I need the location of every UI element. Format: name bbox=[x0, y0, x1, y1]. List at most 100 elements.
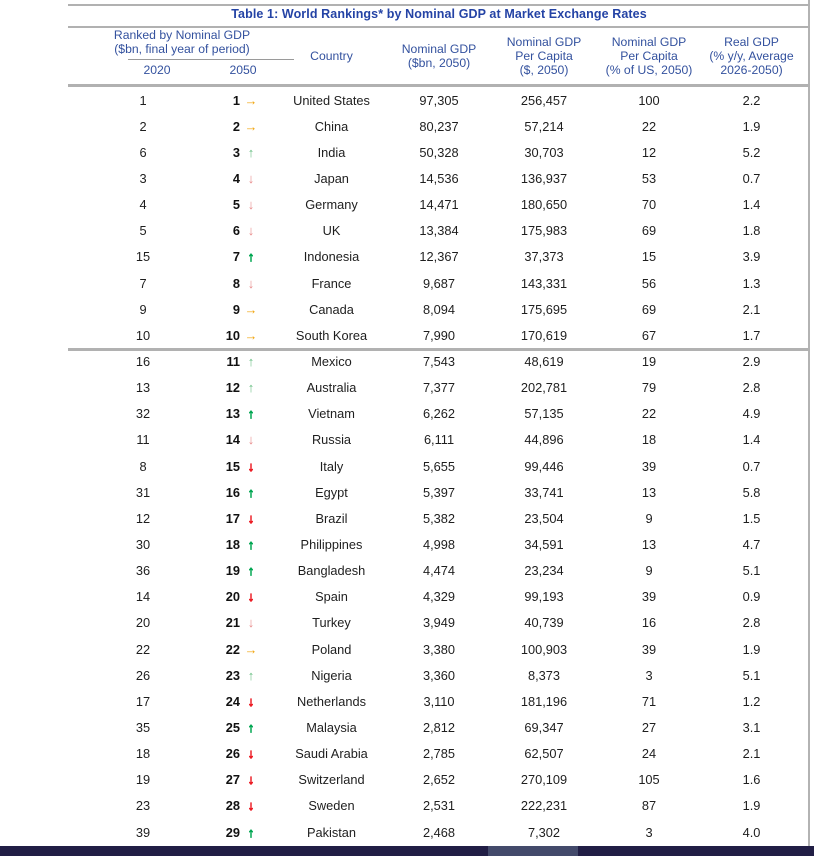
nominal-gdp-cell: 7,543 bbox=[422, 353, 456, 369]
rank-2020-cell: 39 bbox=[135, 824, 151, 840]
country-cell: Sweden bbox=[308, 798, 355, 814]
gdp-per-capita-cell: 37,373 bbox=[524, 249, 564, 265]
nominal-gdp-cell: 9,687 bbox=[422, 275, 456, 291]
country-cell: Italy bbox=[319, 458, 344, 474]
rank-2050-cell: 13 ↑ bbox=[218, 406, 268, 421]
rank-2050-value: 8 bbox=[232, 275, 240, 291]
real-gdp-cell: 1.4 bbox=[742, 197, 761, 213]
rank-2050-value: 20 bbox=[225, 589, 240, 605]
rank-2050-cell: 4 ↓ bbox=[218, 171, 268, 186]
rank-2020-cell: 8 bbox=[139, 458, 147, 474]
nominal-gdp-cell: 12,367 bbox=[419, 249, 459, 265]
table-row: 4 5 ↓ Germany 14,471 180,650 70 1.4 bbox=[68, 192, 810, 218]
table-row: 20 21 ↓ Turkey 3,949 40,739 16 2.8 bbox=[68, 610, 810, 636]
real-gdp-cell: 4.0 bbox=[742, 824, 761, 840]
gdp-per-capita-cell: 7,302 bbox=[527, 824, 561, 840]
real-gdp-cell: 5.1 bbox=[742, 563, 761, 579]
real-gdp-cell: 2.8 bbox=[742, 380, 761, 396]
rank-2050-cell: 12 ↑ bbox=[218, 380, 268, 395]
table-row: 31 16 ↑ Egypt 5,397 33,741 13 5.8 bbox=[68, 479, 810, 505]
real-gdp-cell: 2.9 bbox=[742, 353, 761, 369]
country-cell: Australia bbox=[306, 380, 357, 396]
window-bottom-bar bbox=[0, 846, 814, 856]
gdp-per-capita-cell: 136,937 bbox=[520, 170, 568, 186]
pct-of-us-cell: 9 bbox=[645, 563, 653, 579]
rank-2050-value: 23 bbox=[225, 667, 240, 683]
real-gdp-cell: 2.1 bbox=[742, 301, 761, 317]
table-row: 22 22 → Poland 3,380 100,903 39 1.9 bbox=[68, 636, 810, 662]
rank-2050-value: 22 bbox=[225, 641, 240, 657]
table-row: 19 27 ↓ Switzerland 2,652 270,109 105 1.6 bbox=[68, 767, 810, 793]
real-gdp-cell: 1.4 bbox=[742, 432, 761, 448]
table-row: 23 28 ↓ Sweden 2,531 222,231 87 1.9 bbox=[68, 793, 810, 819]
rank-2050-value: 5 bbox=[232, 197, 240, 213]
table-row: 7 8 ↓ France 9,687 143,331 56 1.3 bbox=[68, 270, 810, 296]
header-bottom-rule bbox=[68, 84, 810, 87]
rank-2050-cell: 23 ↑ bbox=[218, 668, 268, 683]
country-cell: Germany bbox=[305, 197, 358, 213]
country-cell: Indonesia bbox=[303, 249, 360, 265]
real-gdp-cell: 3.1 bbox=[742, 719, 761, 735]
rank-2020-cell: 13 bbox=[135, 380, 151, 396]
rank-2020-cell: 17 bbox=[135, 693, 151, 709]
rank-2020-cell: 14 bbox=[135, 589, 151, 605]
nominal-gdp-cell: 8,094 bbox=[422, 301, 456, 317]
real-gdp-cell: 2.8 bbox=[742, 615, 761, 631]
horizontal-scrollbar-thumb[interactable] bbox=[488, 846, 578, 856]
table-row: 32 13 ↑ Vietnam 6,262 57,135 22 4.9 bbox=[68, 401, 810, 427]
rank-2050-cell: 14 ↓ bbox=[218, 432, 268, 447]
nominal-gdp-cell: 14,471 bbox=[419, 197, 459, 213]
up-arrow-icon: ↑ bbox=[247, 667, 255, 683]
country-cell: Canada bbox=[309, 301, 354, 317]
pct-of-us-cell: 53 bbox=[641, 170, 657, 186]
pct-of-us-cell: 100 bbox=[638, 92, 660, 108]
gdp-per-capita-cell: 69,347 bbox=[524, 719, 564, 735]
right-arrow-icon: → bbox=[244, 327, 258, 343]
gdp-per-capita-cell: 57,135 bbox=[524, 406, 564, 422]
pct-of-us-cell: 18 bbox=[641, 432, 657, 448]
pct-of-us-cell: 12 bbox=[641, 144, 657, 160]
table-top-rule bbox=[68, 4, 810, 6]
rank-2050-value: 21 bbox=[225, 615, 240, 631]
pct-of-us-cell: 39 bbox=[641, 589, 657, 605]
country-cell: Egypt bbox=[315, 484, 348, 500]
down-arrow-icon: ↓ bbox=[247, 746, 255, 762]
up-arrow-icon: ↑ bbox=[247, 484, 255, 500]
real-gdp-cell: 1.5 bbox=[742, 510, 761, 526]
table-row: 11 14 ↓ Russia 6,111 44,896 18 1.4 bbox=[68, 427, 810, 453]
pct-of-us-cell: 15 bbox=[641, 249, 657, 265]
rank-2050-cell: 24 ↓ bbox=[218, 694, 268, 709]
rank-2020-cell: 23 bbox=[135, 798, 151, 814]
rank-2020-cell: 35 bbox=[135, 719, 151, 735]
nominal-gdp-cell: 6,111 bbox=[423, 432, 455, 448]
rank-2020-cell: 16 bbox=[135, 353, 151, 369]
real-gdp-cell: 1.7 bbox=[742, 327, 761, 343]
pct-of-us-cell: 67 bbox=[641, 327, 657, 343]
up-arrow-icon: ↑ bbox=[247, 144, 255, 160]
gdp-per-capita-cell: 34,591 bbox=[524, 536, 564, 552]
country-cell: Japan bbox=[314, 170, 349, 186]
rank-2050-value: 16 bbox=[225, 484, 240, 500]
nominal-gdp-cell: 14,536 bbox=[419, 170, 459, 186]
rank-2050-cell: 26 ↓ bbox=[218, 746, 268, 761]
country-cell: India bbox=[317, 144, 346, 160]
rank-2050-value: 7 bbox=[232, 249, 240, 265]
pct-of-us-cell: 69 bbox=[641, 301, 657, 317]
rank-2020-cell: 32 bbox=[135, 406, 151, 422]
nominal-gdp-cell: 5,397 bbox=[422, 484, 456, 500]
rank-2050-value: 3 bbox=[232, 144, 240, 160]
table-row: 18 26 ↓ Saudi Arabia 2,785 62,507 24 2.1 bbox=[68, 741, 810, 767]
gdp-per-capita-cell: 180,650 bbox=[520, 197, 568, 213]
pct-of-us-cell: 79 bbox=[641, 380, 657, 396]
down-arrow-icon: ↓ bbox=[247, 432, 255, 448]
down-arrow-icon: ↓ bbox=[247, 615, 255, 631]
rank-2020-cell: 15 bbox=[135, 249, 151, 265]
rank-2050-value: 24 bbox=[225, 693, 240, 709]
rank-2020-cell: 5 bbox=[139, 223, 147, 239]
ranked-group-line2: ($bn, final year of period) bbox=[114, 42, 250, 56]
rank-2020-cell: 26 bbox=[135, 667, 151, 683]
gdp-per-capita-cell: 23,234 bbox=[524, 563, 564, 579]
rank-2020-cell: 31 bbox=[135, 484, 151, 500]
pct-of-us-cell: 70 bbox=[641, 197, 657, 213]
table-row: 26 23 ↑ Nigeria 3,360 8,373 3 5.1 bbox=[68, 662, 810, 688]
